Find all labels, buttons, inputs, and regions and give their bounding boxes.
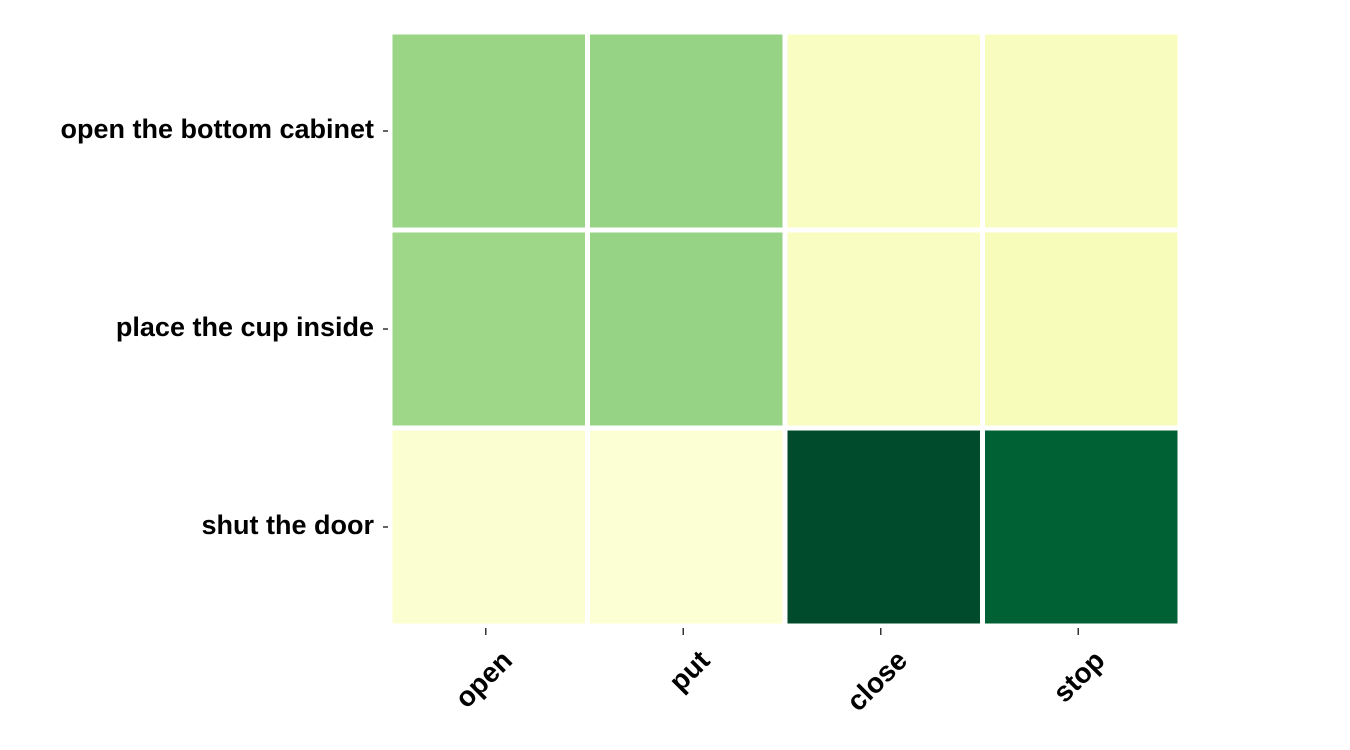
x-tick-label: close — [841, 644, 914, 717]
y-tick-label: shut the door — [202, 510, 375, 540]
x-axis: open put close stop — [449, 628, 1111, 717]
heatmap-cell-r0-c0 — [387, 29, 590, 233]
heatmap-cell-r1-c0 — [387, 227, 590, 431]
heatmap-cell-r0-c2 — [782, 29, 985, 233]
heatmap-cell-r1-c3 — [980, 227, 1183, 431]
heatmap-cell-r2-c0 — [387, 425, 590, 629]
heatmap-cell-r2-c2 — [782, 425, 985, 629]
x-tick-label: stop — [1047, 644, 1111, 708]
heatmap-cells — [387, 29, 1183, 629]
y-tick-label: open the bottom cabinet — [61, 114, 375, 144]
heatmap-cell-r1-c1 — [585, 227, 788, 431]
x-tick-label: open — [449, 644, 518, 713]
heatmap-cell-r2-c3 — [980, 425, 1183, 629]
heatmap-cell-r2-c1 — [585, 425, 788, 629]
heatmap-cell-r0-c1 — [585, 29, 788, 233]
heatmap-cell-r0-c3 — [980, 29, 1183, 233]
heatmap-cell-r1-c2 — [782, 227, 985, 431]
x-tick-label: put — [663, 644, 716, 697]
y-tick-label: place the cup inside — [116, 312, 374, 342]
y-axis: open the bottom cabinet place the cup ins… — [61, 114, 388, 540]
